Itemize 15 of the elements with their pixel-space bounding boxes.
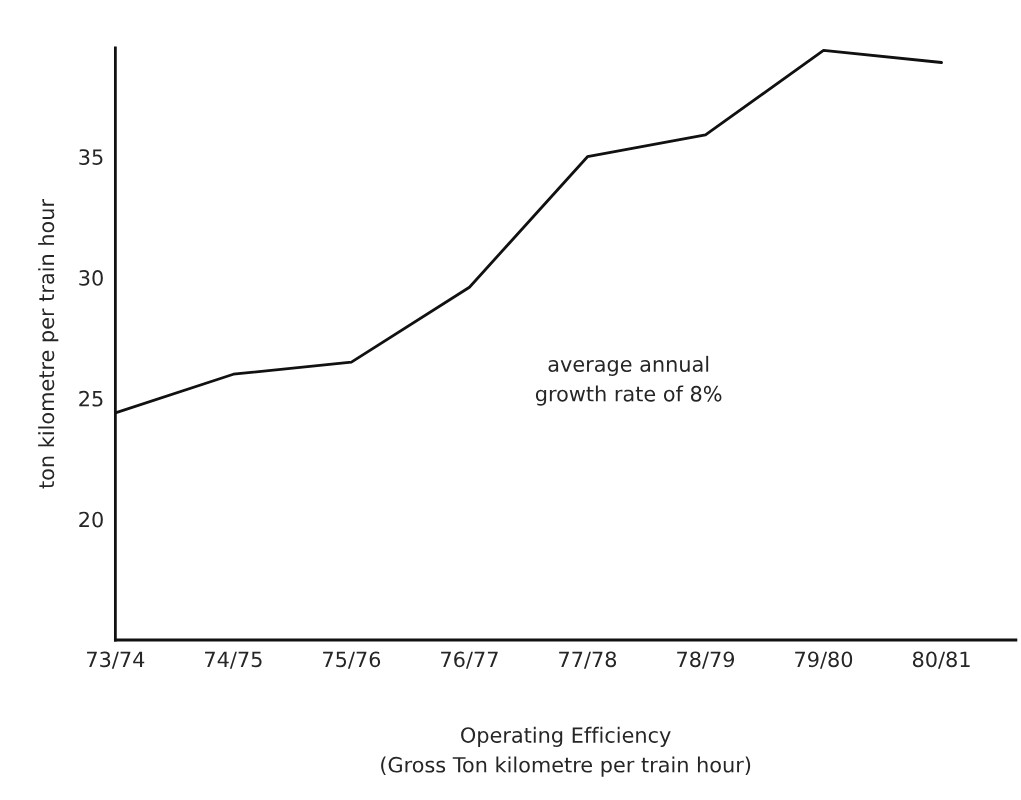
x-tick-label: 77/78 (559, 651, 617, 669)
x-tick-label: 76/77 (441, 651, 498, 669)
y-axis-title: ton kilometre per train hour (38, 198, 59, 489)
x-tick-label: 80/81 (912, 651, 970, 669)
y-tick-label: 35 (79, 149, 103, 165)
x-tick-label: 78/79 (677, 651, 735, 669)
x-axis-title: Operating Efficiency (Gross Ton kilometre per train hour) (381, 726, 751, 777)
annotation: average annual growth rate of 8% (535, 355, 722, 406)
y-tick-label: 25 (79, 390, 103, 407)
x-tick-label: 73/74 (87, 651, 145, 669)
x-tick-label: 79/80 (795, 651, 853, 669)
y-tick-label: 30 (79, 270, 103, 286)
x-tick-label: 75/76 (323, 651, 381, 669)
y-tick-label: 20 (79, 511, 103, 528)
x-tick-label: 74/75 (205, 651, 262, 669)
